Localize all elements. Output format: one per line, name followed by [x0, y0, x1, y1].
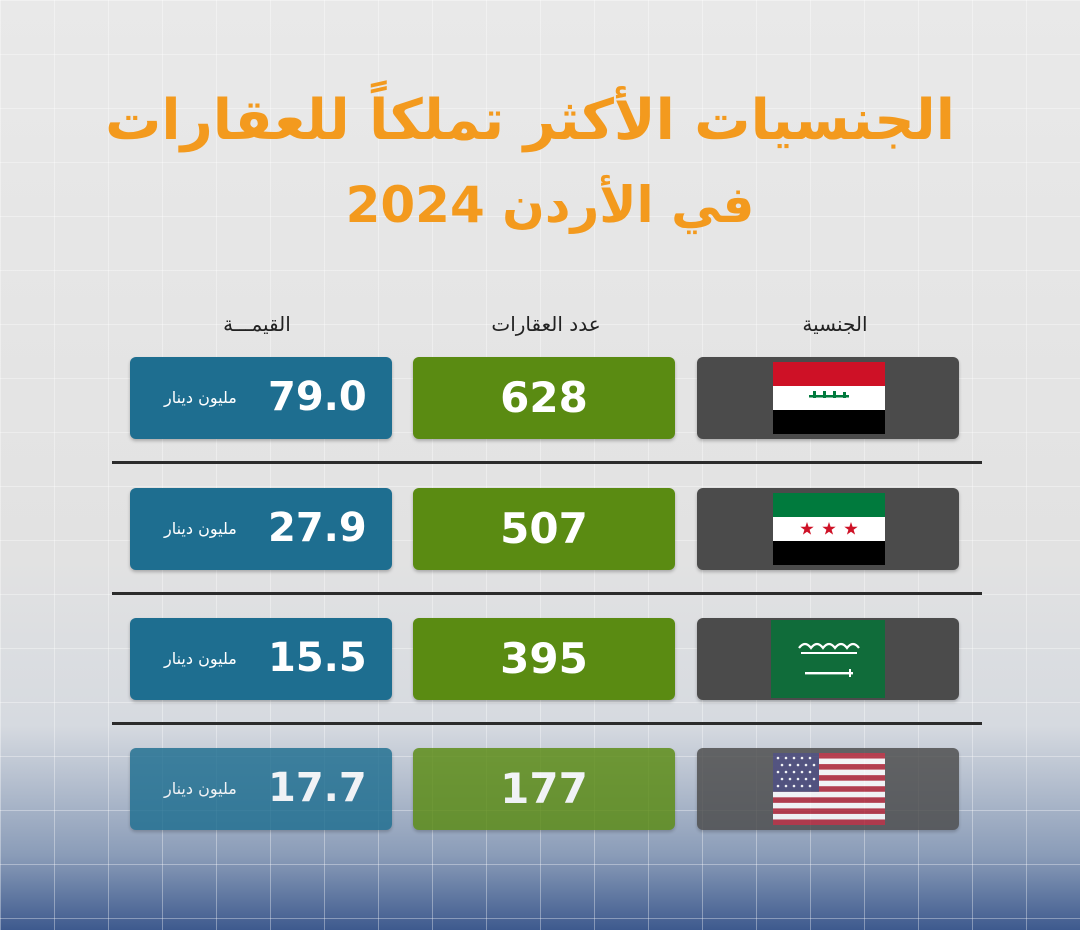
nationality-cell	[697, 488, 959, 570]
count-cell: 628	[413, 357, 675, 439]
value-cell: 17.7 مليون دينار	[130, 748, 392, 830]
count-cell: 177	[413, 748, 675, 830]
nationality-cell	[697, 618, 959, 700]
title-line-1: الجنسيات الأكثر تملكاً للعقارات	[105, 88, 955, 153]
value-unit: مليون دينار	[164, 649, 237, 668]
usa-flag-icon	[773, 753, 885, 825]
row-divider	[112, 592, 982, 595]
column-header-count: عدد العقارات	[491, 312, 601, 336]
value-unit: مليون دينار	[164, 519, 237, 538]
value-cell: 15.5 مليون دينار	[130, 618, 392, 700]
iraq-flag-icon	[773, 362, 885, 434]
saudi-arabia-flag-icon	[771, 620, 885, 698]
nationality-cell	[697, 357, 959, 439]
column-header-value: القيمـــة	[223, 312, 291, 336]
value-number: 27.9	[268, 505, 367, 551]
count-cell: 395	[413, 618, 675, 700]
title-line-2: في الأردن 2024	[345, 176, 755, 234]
value-cell: 79.0 مليون دينار	[130, 357, 392, 439]
syria-flag-icon	[773, 493, 885, 565]
value-cell: 27.9 مليون دينار	[130, 488, 392, 570]
column-header-nationality: الجنسية	[802, 312, 868, 336]
row-divider	[112, 461, 982, 464]
value-unit: مليون دينار	[164, 388, 237, 407]
nationality-cell	[697, 748, 959, 830]
row-divider	[112, 722, 982, 725]
value-unit: مليون دينار	[164, 779, 237, 798]
value-number: 17.7	[268, 765, 367, 811]
value-number: 79.0	[268, 374, 367, 420]
count-cell: 507	[413, 488, 675, 570]
value-number: 15.5	[268, 635, 367, 681]
